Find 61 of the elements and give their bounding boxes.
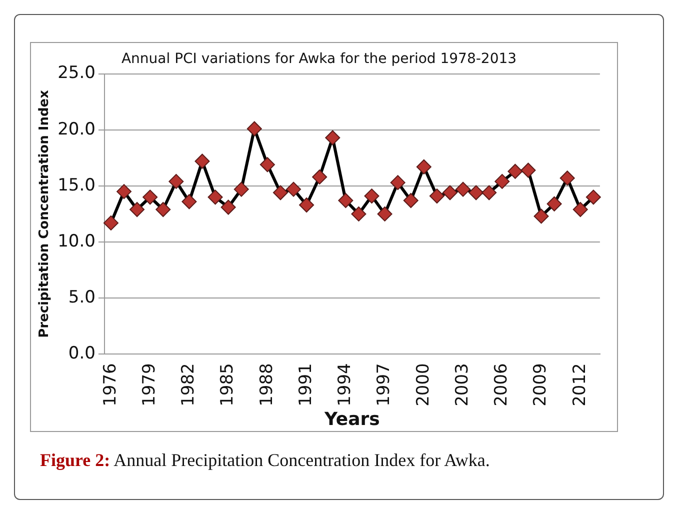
y-tick-label: 20.0 <box>58 119 96 140</box>
y-tick-label: 15.0 <box>58 175 96 196</box>
point <box>208 190 223 205</box>
y-tick-label: 0.0 <box>68 344 96 364</box>
point <box>429 188 444 204</box>
point <box>482 185 497 200</box>
point <box>572 202 588 217</box>
point <box>534 208 549 224</box>
chart-title: Annual PCI variations for Awka for the period 1978-2013 <box>121 51 517 68</box>
point <box>325 130 340 146</box>
point <box>142 190 158 205</box>
point <box>403 193 418 208</box>
point <box>168 174 184 189</box>
point <box>494 174 510 189</box>
point <box>220 200 236 215</box>
point <box>456 182 471 197</box>
point <box>351 206 366 222</box>
point <box>312 169 328 184</box>
x-tick-label: 2012 <box>570 363 590 406</box>
point <box>299 198 314 212</box>
point <box>182 194 197 210</box>
x-tick-label: 1988 <box>256 363 277 406</box>
point <box>246 121 262 136</box>
x-tick-label: 2000 <box>413 363 434 406</box>
point <box>546 196 562 212</box>
x-tick-label: 1982 <box>178 363 199 406</box>
x-tick-label: 2009 <box>530 363 551 406</box>
point <box>156 202 171 217</box>
x-tick-label: 1997 <box>374 363 394 406</box>
x-tick-label: 1979 <box>140 363 160 406</box>
x-tick-label: 1976 <box>100 363 120 406</box>
point <box>194 154 210 169</box>
x-tick-label: 1994 <box>335 363 356 406</box>
point <box>442 185 458 200</box>
y-tick-label: 10.0 <box>58 231 96 252</box>
point <box>260 157 275 172</box>
point <box>130 202 145 217</box>
point <box>390 175 406 190</box>
point <box>116 184 132 200</box>
y-axis-title: Precipitation Concentration Index <box>37 89 52 338</box>
x-tick-label: 1991 <box>296 363 316 406</box>
point <box>338 193 354 208</box>
point <box>560 170 575 186</box>
y-tick-label: 25.0 <box>58 63 96 84</box>
point <box>286 182 302 197</box>
point <box>468 185 484 200</box>
caption: Figure 2: Annual Precipitation Concentration Index for Awka. <box>40 450 490 471</box>
x-tick-label: 2003 <box>452 363 472 406</box>
point <box>520 162 536 178</box>
point <box>377 206 392 222</box>
x-axis-title: Years <box>324 408 380 430</box>
x-tick-label: 1985 <box>218 363 238 406</box>
x-tick-label: 2006 <box>492 363 512 406</box>
point <box>586 190 601 205</box>
y-tick-label: 5.0 <box>68 287 96 308</box>
point <box>234 182 249 197</box>
point <box>103 215 118 230</box>
point <box>416 159 432 174</box>
point <box>508 164 523 179</box>
point <box>364 188 380 204</box>
point <box>272 185 288 200</box>
